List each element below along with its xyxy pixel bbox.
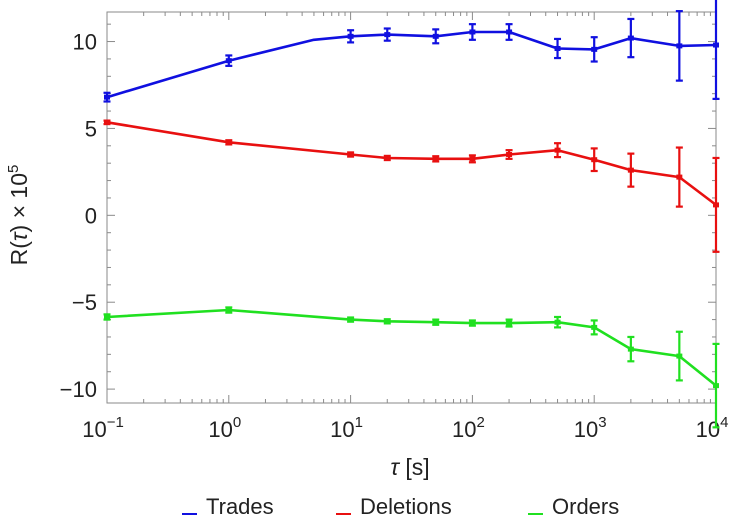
- data-point: [506, 29, 513, 35]
- x-tick-label: 103: [574, 414, 607, 442]
- x-tick-label-base: 10: [330, 417, 354, 442]
- data-point: [713, 202, 719, 208]
- data-point: [591, 324, 598, 330]
- data-point: [225, 58, 232, 64]
- x-tick-label: 10−1: [82, 414, 124, 442]
- data-point: [591, 46, 598, 52]
- y-tick-label: 0: [85, 203, 97, 228]
- data-point: [432, 33, 439, 39]
- y-tick-label: −10: [60, 377, 97, 402]
- data-point: [554, 319, 561, 325]
- data-point: [554, 147, 561, 153]
- data-point: [469, 320, 476, 326]
- legend: Trades Deletions Orders: [182, 494, 619, 519]
- data-point: [627, 167, 634, 173]
- x-tick-label-base: 10: [82, 417, 106, 442]
- data-point: [347, 33, 354, 39]
- y-tick-label: 10: [73, 30, 97, 55]
- x-axis-title-symbol: τ: [390, 454, 400, 480]
- data-point: [469, 156, 476, 162]
- data-point: [104, 119, 110, 125]
- legend-label-orders: Orders: [552, 494, 619, 519]
- data-point: [432, 319, 439, 325]
- data-point: [676, 43, 683, 49]
- y-tick-label: 5: [85, 116, 97, 141]
- series-line: [106, 30, 717, 99]
- x-tick-label-exponent: 4: [720, 414, 728, 431]
- y-tick-label: −5: [72, 290, 97, 315]
- x-tick-label-base: 10: [452, 417, 476, 442]
- data-point: [384, 32, 391, 38]
- series-layer: [103, 0, 720, 429]
- data-point: [225, 139, 232, 145]
- x-tick-label-base: 10: [574, 417, 598, 442]
- data-point: [554, 45, 561, 51]
- y-axis-title-prefix: R(: [6, 241, 32, 266]
- data-point: [506, 320, 513, 326]
- x-axis-title: τ [s]: [390, 454, 429, 480]
- series-line: [106, 121, 717, 206]
- y-axis-title-suffix: ) × 10: [6, 173, 32, 232]
- legend-label-deletions: Deletions: [360, 494, 452, 519]
- x-tick-label-base: 10: [208, 417, 232, 442]
- x-tick-label: 104: [696, 414, 729, 442]
- data-point: [225, 307, 232, 313]
- data-point: [506, 151, 513, 157]
- data-point: [384, 318, 391, 324]
- x-tick-label: 100: [208, 414, 241, 442]
- y-axis: −10 −5 0 5 10: [60, 23, 716, 402]
- series-trades: [103, 0, 720, 103]
- series-line: [106, 308, 717, 387]
- x-tick-label-exponent: 3: [598, 414, 606, 431]
- data-point: [347, 151, 354, 157]
- series-deletions: [103, 119, 720, 253]
- data-point: [469, 29, 476, 35]
- data-point: [713, 383, 719, 389]
- data-point: [432, 156, 439, 162]
- x-tick-label: 102: [452, 414, 485, 442]
- legend-label-trades: Trades: [206, 494, 274, 519]
- data-point: [347, 317, 354, 323]
- data-point: [104, 314, 110, 320]
- data-point: [713, 42, 719, 48]
- data-point: [676, 353, 683, 359]
- y-axis-title: R(τ) × 105: [5, 165, 32, 266]
- data-point: [104, 94, 110, 100]
- x-tick-label: 101: [330, 414, 363, 442]
- y-axis-title-exponent: 5: [5, 165, 22, 173]
- x-tick-label-exponent: 0: [233, 414, 241, 431]
- y-axis-title-symbol: τ: [6, 231, 32, 241]
- x-tick-label-exponent: −1: [107, 414, 124, 431]
- x-axis-title-unit: [s]: [399, 454, 430, 480]
- x-tick-label-exponent: 2: [476, 414, 484, 431]
- x-tick-label-exponent: 1: [355, 414, 363, 431]
- series-orders: [103, 306, 720, 429]
- data-point: [676, 174, 683, 180]
- data-point: [591, 157, 598, 163]
- data-point: [627, 35, 634, 41]
- data-point: [627, 346, 634, 352]
- data-point: [384, 155, 391, 161]
